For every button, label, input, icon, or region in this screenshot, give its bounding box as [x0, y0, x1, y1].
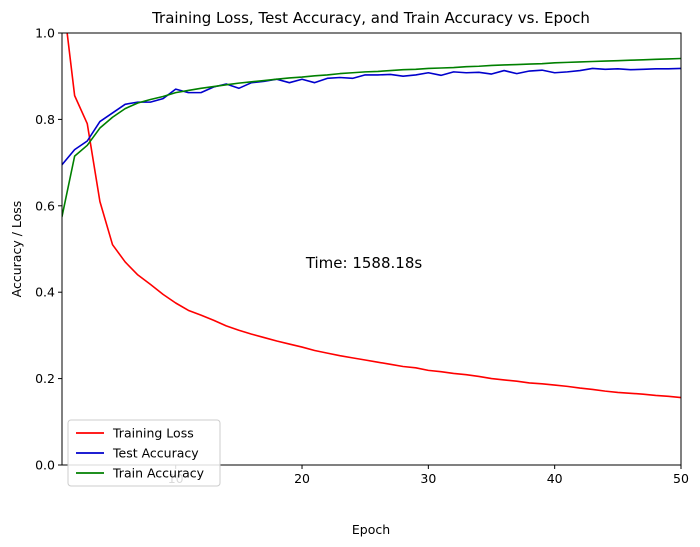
x-tick-label: 20 [294, 471, 310, 486]
legend-label: Train Accuracy [112, 466, 205, 481]
chart-title: Training Loss, Test Accuracy, and Train … [151, 9, 590, 27]
legend: Training Loss Test Accuracy Train Accuracy [67, 419, 221, 487]
y-tick-label: 0.2 [35, 371, 55, 386]
legend-label: Test Accuracy [112, 446, 199, 461]
y-tick-label: 0.6 [35, 198, 55, 213]
legend-label: Training Loss [112, 426, 194, 441]
series-line-test-accuracy [62, 67, 681, 166]
y-axis-title: Accuracy / Loss [9, 201, 24, 298]
y-tick-label: 0.0 [35, 458, 55, 473]
y-tick-label: 0.4 [35, 285, 55, 300]
series-line-training-loss [66, 33, 681, 399]
time-annotation: Time: 1588.18s [305, 254, 423, 272]
legend-box [67, 419, 221, 487]
plot-frame [61, 32, 682, 466]
series-layer [62, 33, 681, 399]
y-axis-ticks: 0.0 0.2 0.4 0.6 0.8 1.0 [35, 26, 62, 473]
y-tick-label: 1.0 [35, 26, 55, 41]
x-axis-title: Epoch [352, 522, 390, 537]
y-tick-label: 0.8 [35, 112, 55, 127]
x-tick-label: 40 [547, 471, 563, 486]
series-line-train-accuracy [62, 57, 681, 218]
x-axis-ticks: 1020304050 [168, 465, 689, 486]
x-tick-label: 30 [420, 471, 436, 486]
x-tick-label: 50 [673, 471, 689, 486]
